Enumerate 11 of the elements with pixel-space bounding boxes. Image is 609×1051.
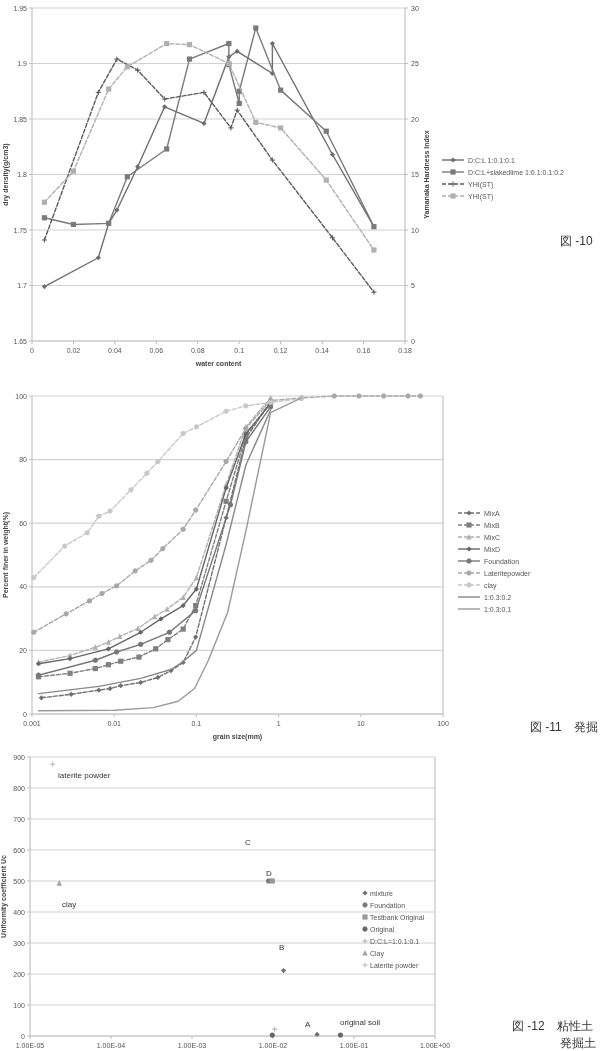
- annotation: clay: [62, 900, 77, 909]
- annotation: D: [266, 869, 272, 878]
- text: 図 -12 粘性土: [512, 1019, 593, 1033]
- annotation: original soil: [340, 1018, 381, 1027]
- text: 発掘土: [560, 1036, 596, 1050]
- annotation: B: [279, 943, 285, 952]
- annotation: C: [245, 838, 251, 847]
- text: 図 -10: [560, 234, 593, 248]
- text: 図 -11 発掘: [530, 720, 598, 734]
- annotation: A: [305, 1020, 311, 1029]
- annotation: laterite powder: [58, 771, 111, 780]
